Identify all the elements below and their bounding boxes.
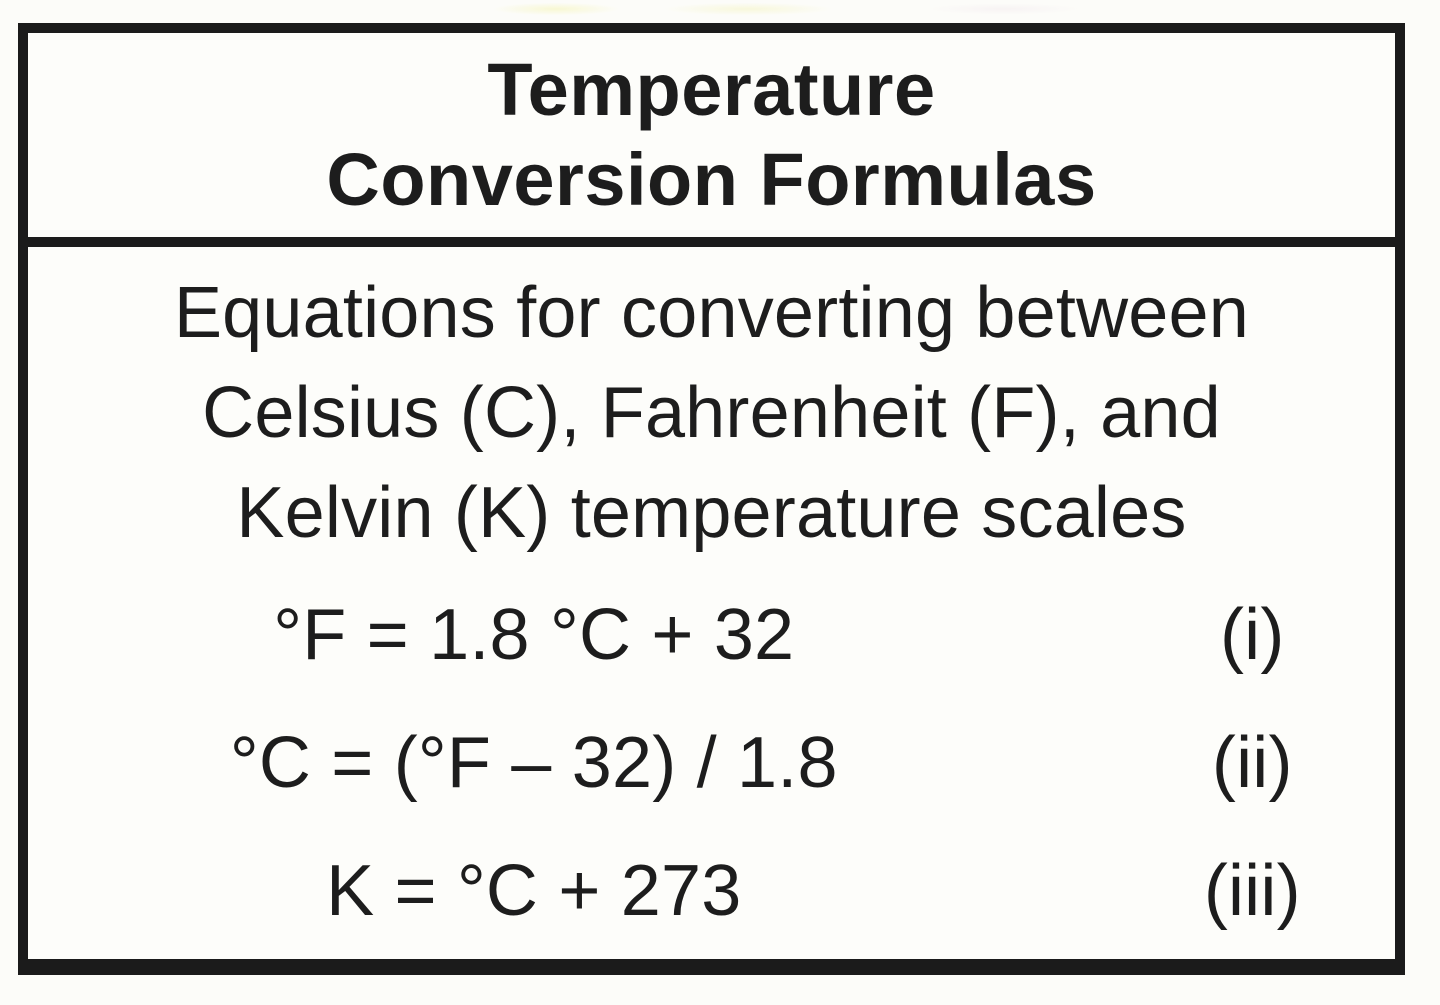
description-line-2: Celsius (C), Fahrenheit (F), and [202,373,1221,453]
table-body-section: Equations for converting between Celsius… [28,247,1395,939]
equation-number-cell: (i) [1040,587,1395,683]
equation-row-fahrenheit: °F = 1.8 °C + 32 (i) [28,587,1395,683]
table-title-section: Temperature Conversion Formulas [28,33,1395,247]
scan-artifact-smudge [460,0,1100,18]
equation-number-cell: (ii) [1040,715,1395,811]
equation-1-number: (i) [1220,595,1285,675]
equation-3-formula: K = °C + 273 [326,851,742,931]
equation-row-kelvin: K = °C + 273 (iii) [28,843,1395,939]
title-line-1: Temperature [487,48,936,131]
title-line-2: Conversion Formulas [326,138,1097,221]
equation-number-cell: (iii) [1040,843,1395,939]
equation-formula-cell: °F = 1.8 °C + 32 [28,587,1040,683]
equation-1-formula: °F = 1.8 °C + 32 [273,595,795,675]
equation-2-number: (ii) [1211,723,1293,803]
equation-3-number: (iii) [1203,851,1301,931]
description-line-3: Kelvin (K) temperature scales [236,473,1187,553]
equation-formula-cell: °C = (°F – 32) / 1.8 [28,715,1040,811]
description-line-1: Equations for converting between [173,273,1250,353]
temperature-conversion-table: Temperature Conversion Formulas Equation… [18,23,1405,975]
equation-row-celsius: °C = (°F – 32) / 1.8 (ii) [28,715,1395,811]
equation-2-formula: °C = (°F – 32) / 1.8 [229,723,838,803]
equation-formula-cell: K = °C + 273 [28,843,1040,939]
